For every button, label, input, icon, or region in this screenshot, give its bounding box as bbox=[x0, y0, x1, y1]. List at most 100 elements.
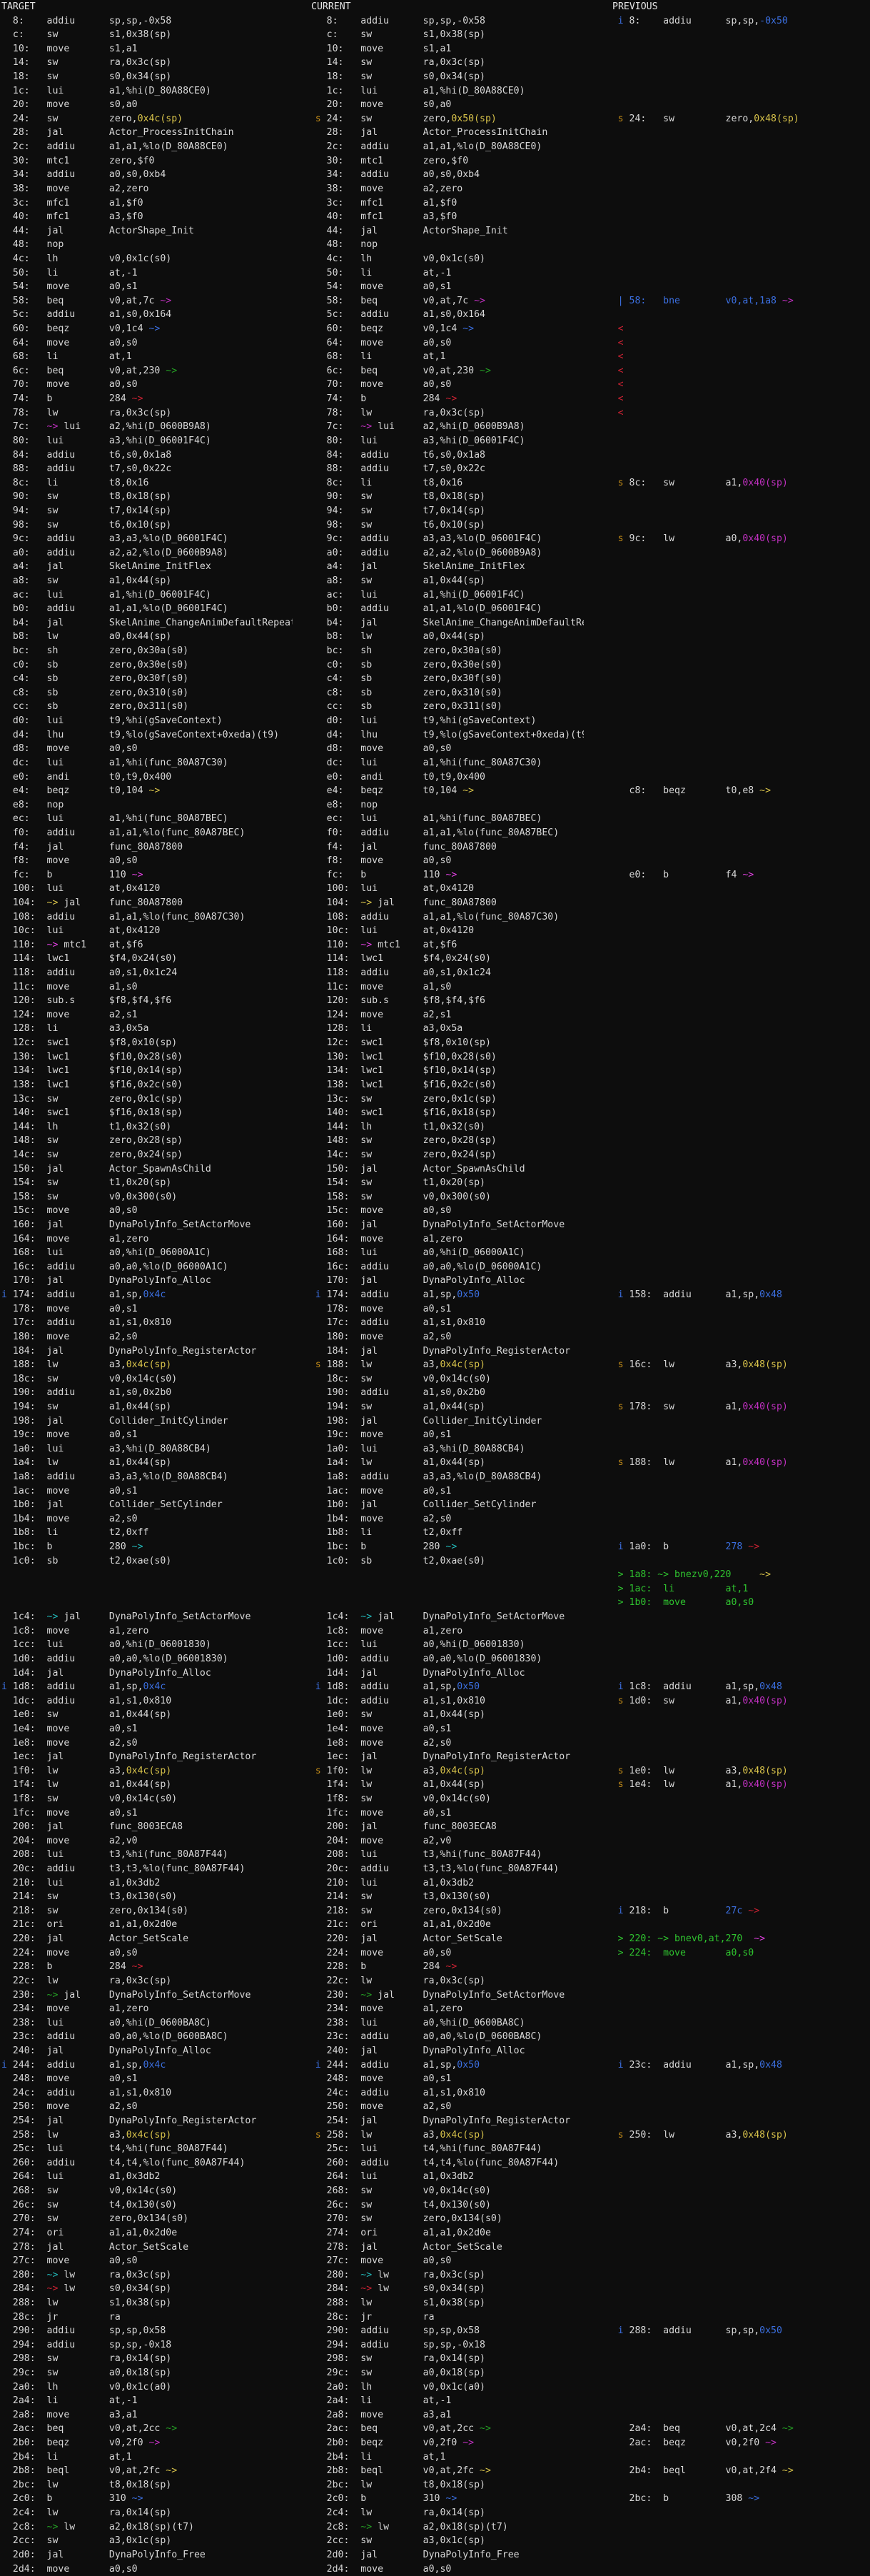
diff-row[interactable]: 20: move s0,a0 20: move s0,a0 bbox=[0, 98, 870, 112]
diff-row[interactable]: 1a0: lui a3,%hi(D_80A88CB4) 1a0: lui a3,… bbox=[0, 1442, 870, 1456]
diff-row[interactable]: 7c: ~> lui a2,%hi(D_0600B9A8) 7c: ~> lui… bbox=[0, 420, 870, 434]
diff-row[interactable]: 230: ~> jal DynaPolyInfo_SetActorMove 23… bbox=[0, 1988, 870, 2003]
diff-row[interactable]: 34: addiu a0,s0,0xb4 34: addiu a0,s0,0xb… bbox=[0, 168, 870, 182]
diff-row[interactable]: 140: swc1 $f16,0x18(sp) 140: swc1 $f16,0… bbox=[0, 1106, 870, 1120]
diff-row[interactable]: 40: mfc1 a3,$f0 40: mfc1 a3,$f0 bbox=[0, 210, 870, 224]
diff-row[interactable]: 4c: lh v0,0x1c(s0) 4c: lh v0,0x1c(s0) bbox=[0, 252, 870, 266]
diff-row[interactable]: cc: sb zero,0x311(s0) cc: sb zero,0x311(… bbox=[0, 700, 870, 714]
diff-row[interactable]: 64: move a0,s0 64: move a0,s0 < bbox=[0, 336, 870, 351]
diff-row[interactable]: 214: sw t3,0x130(s0) 214: sw t3,0x130(s0… bbox=[0, 1890, 870, 1904]
diff-body[interactable]: 8: addiu sp,sp,-0x58 8: addiu sp,sp,-0x5… bbox=[0, 14, 870, 2576]
diff-row[interactable]: 1fc: move a0,s1 1fc: move a0,s1 bbox=[0, 1806, 870, 1821]
diff-row[interactable]: 24c: addiu a1,s1,0x810 24c: addiu a1,s1,… bbox=[0, 2086, 870, 2100]
diff-row[interactable]: 38: move a2,zero 38: move a2,zero bbox=[0, 182, 870, 196]
diff-row[interactable]: > 1a8: ~> bnezv0,220 ~> bbox=[0, 1568, 870, 1582]
diff-row[interactable]: b4: jal SkelAnime_ChangeAnimDefaultRepea… bbox=[0, 616, 870, 630]
diff-row[interactable]: 28c: jr ra 28c: jr ra bbox=[0, 2310, 870, 2325]
diff-row[interactable]: 220: jal Actor_SetScale 220: jal Actor_S… bbox=[0, 1932, 870, 1946]
diff-row[interactable]: 25c: lui t4,%hi(func_80A87F44) 25c: lui … bbox=[0, 2142, 870, 2156]
diff-row[interactable]: 270: sw zero,0x134(s0) 270: sw zero,0x13… bbox=[0, 2212, 870, 2226]
diff-row[interactable]: 150: jal Actor_SpawnAsChild 150: jal Act… bbox=[0, 1162, 870, 1177]
diff-row[interactable]: 1e4: move a0,s1 1e4: move a0,s1 bbox=[0, 1722, 870, 1736]
diff-row[interactable]: 254: jal DynaPolyInfo_RegisterActor 254:… bbox=[0, 2114, 870, 2128]
diff-row[interactable]: 2a8: move a3,a1 2a8: move a3,a1 bbox=[0, 2408, 870, 2422]
diff-row[interactable]: b8: lw a0,0x44(sp) b8: lw a0,0x44(sp) bbox=[0, 630, 870, 644]
diff-row[interactable]: 218: sw zero,0x134(s0) 218: sw zero,0x13… bbox=[0, 1904, 870, 1918]
diff-row[interactable]: 2d0: jal DynaPolyInfo_Free 2d0: jal Dyna… bbox=[0, 2548, 870, 2562]
diff-row[interactable]: 228: b 284 ~> 228: b 284 ~> bbox=[0, 1960, 870, 1974]
diff-row[interactable]: > 1b0: move a0,s0 bbox=[0, 1596, 870, 1610]
diff-row[interactable]: 2ac: beq v0,at,2cc ~> 2ac: beq v0,at,2cc… bbox=[0, 2422, 870, 2436]
diff-row[interactable]: 278: jal Actor_SetScale 278: jal Actor_S… bbox=[0, 2240, 870, 2255]
diff-row[interactable]: 1e0: sw a1,0x44(sp) 1e0: sw a1,0x44(sp) bbox=[0, 1708, 870, 1722]
diff-row[interactable]: 168: lui a0,%hi(D_06000A1C) 168: lui a0,… bbox=[0, 1246, 870, 1260]
diff-row[interactable]: c4: sb zero,0x30f(s0) c4: sb zero,0x30f(… bbox=[0, 672, 870, 686]
diff-row[interactable]: 1bc: b 280 ~> 1bc: b 280 ~> i 1a0: b 278… bbox=[0, 1540, 870, 1554]
diff-row[interactable]: 94: sw t7,0x14(sp) 94: sw t7,0x14(sp) bbox=[0, 504, 870, 518]
diff-row[interactable]: 17c: addiu a1,s1,0x810 17c: addiu a1,s1,… bbox=[0, 1316, 870, 1330]
diff-row[interactable]: 108: addiu a1,a1,%lo(func_80A87C30) 108:… bbox=[0, 910, 870, 925]
diff-row[interactable]: a0: addiu a2,a2,%lo(D_0600B9A8) a0: addi… bbox=[0, 546, 870, 560]
diff-row[interactable]: 88: addiu t7,s0,0x22c 88: addiu t7,s0,0x… bbox=[0, 462, 870, 476]
diff-row[interactable]: ec: lui a1,%hi(func_80A87BEC) ec: lui a1… bbox=[0, 812, 870, 826]
diff-row[interactable]: ac: lui a1,%hi(D_06001F4C) ac: lui a1,%h… bbox=[0, 588, 870, 603]
diff-row[interactable]: 54: move a0,s1 54: move a0,s1 bbox=[0, 280, 870, 294]
diff-row[interactable]: 8: addiu sp,sp,-0x58 8: addiu sp,sp,-0x5… bbox=[0, 14, 870, 29]
diff-row[interactable]: 60: beqz v0,1c4 ~> 60: beqz v0,1c4 ~> < bbox=[0, 322, 870, 336]
diff-row[interactable]: 28: jal Actor_ProcessInitChain 28: jal A… bbox=[0, 126, 870, 140]
diff-row[interactable]: 110: ~> mtc1 at,$f6 110: ~> mtc1 at,$f6 bbox=[0, 938, 870, 952]
diff-row[interactable]: 190: addiu a1,s0,0x2b0 190: addiu a1,s0,… bbox=[0, 1386, 870, 1400]
diff-row[interactable]: 160: jal DynaPolyInfo_SetActorMove 160: … bbox=[0, 1218, 870, 1232]
diff-row[interactable]: 290: addiu sp,sp,0x58 290: addiu sp,sp,0… bbox=[0, 2324, 870, 2338]
diff-row[interactable]: b0: addiu a1,a1,%lo(D_06001F4C) b0: addi… bbox=[0, 602, 870, 616]
diff-row[interactable]: 238: lui a0,%hi(D_0600BA8C) 238: lui a0,… bbox=[0, 2016, 870, 2031]
diff-row[interactable]: 100: lui at,0x4120 100: lui at,0x4120 bbox=[0, 882, 870, 896]
diff-row[interactable]: 240: jal DynaPolyInfo_Alloc 240: jal Dyn… bbox=[0, 2044, 870, 2058]
diff-row[interactable]: d0: lui t9,%hi(gSaveContext) d0: lui t9,… bbox=[0, 714, 870, 728]
diff-row[interactable]: 2d4: move a0,s0 2d4: move a0,s0 bbox=[0, 2562, 870, 2576]
diff-row[interactable]: 2c: addiu a1,a1,%lo(D_80A88CE0) 2c: addi… bbox=[0, 140, 870, 154]
diff-row[interactable]: 14: sw ra,0x3c(sp) 14: sw ra,0x3c(sp) bbox=[0, 56, 870, 70]
diff-row[interactable]: 1b0: jal Collider_SetCylinder 1b0: jal C… bbox=[0, 1498, 870, 1512]
diff-row[interactable]: 18: sw s0,0x34(sp) 18: sw s0,0x34(sp) bbox=[0, 70, 870, 84]
diff-row[interactable]: 20c: addiu t3,t3,%lo(func_80A87F44) 20c:… bbox=[0, 1862, 870, 1876]
diff-row[interactable]: 144: lh t1,0x32(s0) 144: lh t1,0x32(s0) bbox=[0, 1120, 870, 1134]
diff-row[interactable]: 178: move a0,s1 178: move a0,s1 bbox=[0, 1302, 870, 1317]
diff-row[interactable]: 8c: li t8,0x16 8c: li t8,0x16 s 8c: sw a… bbox=[0, 476, 870, 490]
diff-row[interactable]: 58: beq v0,at,7c ~> 58: beq v0,at,7c ~> … bbox=[0, 294, 870, 308]
diff-row[interactable]: 70: move a0,s0 70: move a0,s0 < bbox=[0, 378, 870, 392]
diff-row[interactable]: 1c4: ~> jal DynaPolyInfo_SetActorMove 1c… bbox=[0, 1610, 870, 1624]
diff-row[interactable]: 90: sw t8,0x18(sp) 90: sw t8,0x18(sp) bbox=[0, 490, 870, 504]
diff-row[interactable]: 1f0: lw a3,0x4c(sp) s 1f0: lw a3,0x4c(sp… bbox=[0, 1764, 870, 1778]
diff-row[interactable]: 10: move s1,a1 10: move s1,a1 bbox=[0, 42, 870, 56]
diff-row[interactable]: 74: b 284 ~> 74: b 284 ~> < bbox=[0, 392, 870, 406]
diff-row[interactable]: 1f4: lw a1,0x44(sp) 1f4: lw a1,0x44(sp) … bbox=[0, 1778, 870, 1792]
diff-row[interactable]: 29c: sw a0,0x18(sp) 29c: sw a0,0x18(sp) bbox=[0, 2366, 870, 2380]
diff-row[interactable]: 104: ~> jal func_80A87800 104: ~> jal fu… bbox=[0, 896, 870, 910]
diff-row[interactable]: 184: jal DynaPolyInfo_RegisterActor 184:… bbox=[0, 1344, 870, 1359]
diff-row[interactable]: 204: move a2,v0 204: move a2,v0 bbox=[0, 1834, 870, 1848]
diff-row[interactable]: 164: move a1,zero 164: move a1,zero bbox=[0, 1232, 870, 1247]
diff-row[interactable]: 284: ~> lw s0,0x34(sp) 284: ~> lw s0,0x3… bbox=[0, 2282, 870, 2296]
diff-row[interactable]: dc: lui a1,%hi(func_80A87C30) dc: lui a1… bbox=[0, 756, 870, 770]
diff-row[interactable]: 1e8: move a2,s0 1e8: move a2,s0 bbox=[0, 1736, 870, 1751]
diff-row[interactable]: 2c4: lw ra,0x14(sp) 2c4: lw ra,0x14(sp) bbox=[0, 2506, 870, 2520]
diff-row[interactable]: 258: lw a3,0x4c(sp) s 258: lw a3,0x4c(sp… bbox=[0, 2128, 870, 2143]
diff-row[interactable]: 16c: addiu a0,a0,%lo(D_06000A1C) 16c: ad… bbox=[0, 1260, 870, 1274]
diff-row[interactable]: 1cc: lui a0,%hi(D_06001830) 1cc: lui a0,… bbox=[0, 1638, 870, 1652]
diff-row[interactable]: 188: lw a3,0x4c(sp) s 188: lw a3,0x4c(sp… bbox=[0, 1358, 870, 1372]
diff-row[interactable]: 264: lui a1,0x3db2 264: lui a1,0x3db2 bbox=[0, 2170, 870, 2184]
diff-row[interactable]: 12c: swc1 $f8,0x10(sp) 12c: swc1 $f8,0x1… bbox=[0, 1036, 870, 1050]
diff-row[interactable]: 23c: addiu a0,a0,%lo(D_0600BA8C) 23c: ad… bbox=[0, 2030, 870, 2044]
diff-row[interactable]: 18c: sw v0,0x14c(s0) 18c: sw v0,0x14c(s0… bbox=[0, 1372, 870, 1387]
diff-row[interactable]: 274: ori a1,a1,0x2d0e 274: ori a1,a1,0x2… bbox=[0, 2226, 870, 2240]
diff-row[interactable]: 26c: sw t4,0x130(s0) 26c: sw t4,0x130(s0… bbox=[0, 2198, 870, 2213]
diff-row[interactable]: 170: jal DynaPolyInfo_Alloc 170: jal Dyn… bbox=[0, 1274, 870, 1288]
diff-row[interactable]: 11c: move a1,s0 11c: move a1,s0 bbox=[0, 980, 870, 995]
diff-row[interactable]: 6c: beq v0,at,230 ~> 6c: beq v0,at,230 ~… bbox=[0, 364, 870, 378]
diff-row[interactable]: 1b8: li t2,0xff 1b8: li t2,0xff bbox=[0, 1526, 870, 1540]
diff-row[interactable]: 198: jal Collider_InitCylinder 198: jal … bbox=[0, 1414, 870, 1429]
diff-row[interactable]: 128: li a3,0x5a 128: li a3,0x5a bbox=[0, 1022, 870, 1036]
diff-row[interactable]: fc: b 110 ~> fc: b 110 ~> e0: b f4 ~> bbox=[0, 868, 870, 882]
